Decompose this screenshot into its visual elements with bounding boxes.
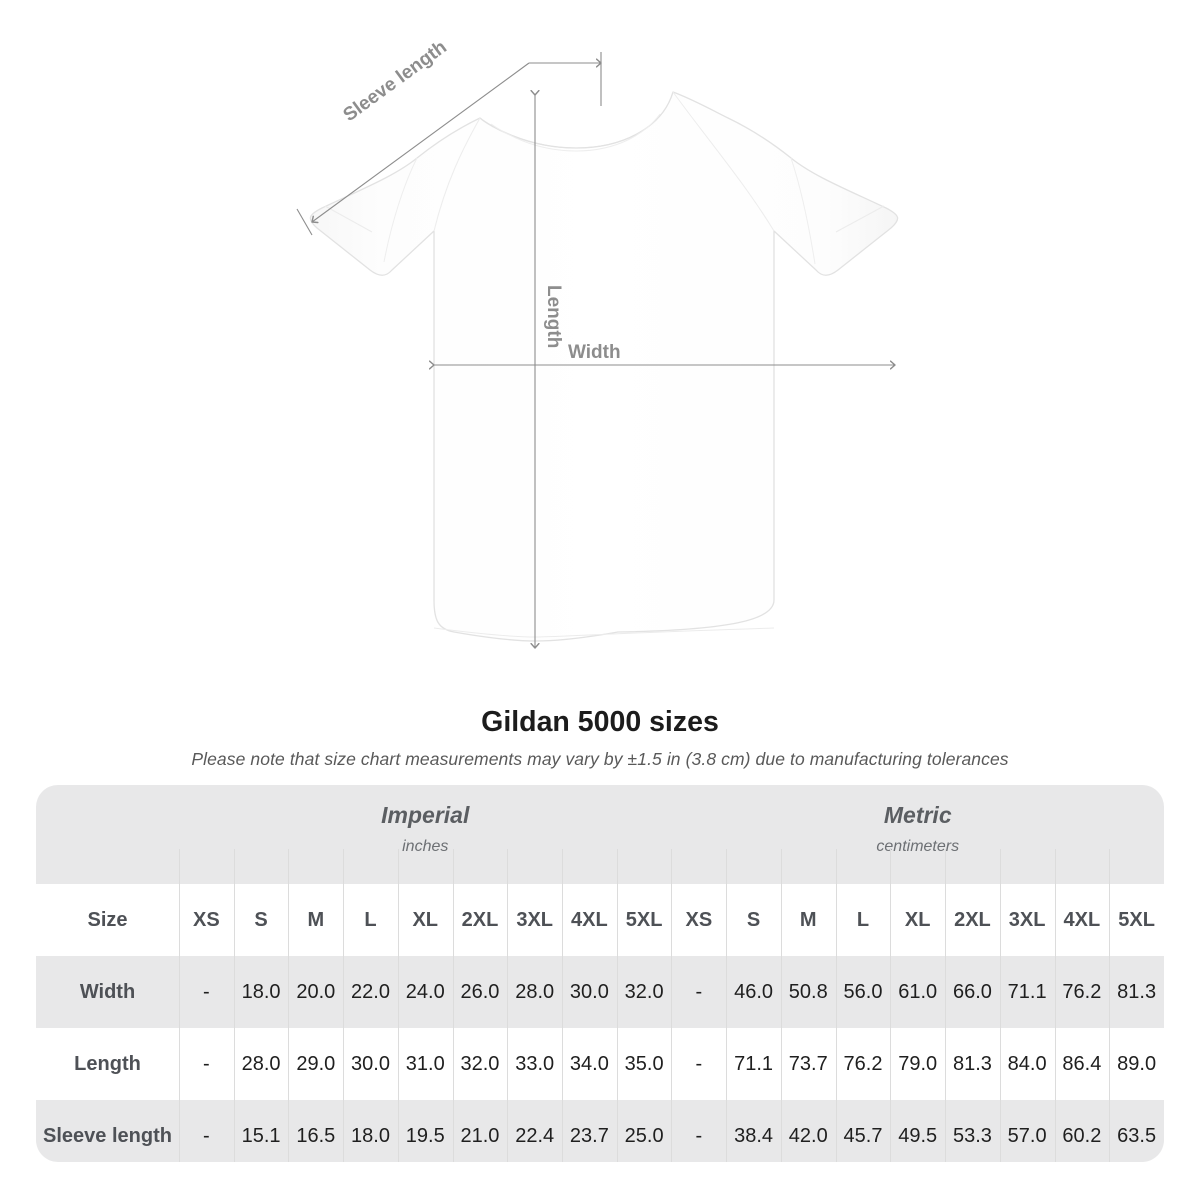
- svg-text:Width: Width: [568, 342, 621, 363]
- svg-text:Length: Length: [543, 285, 564, 348]
- svg-text:Sleeve length: Sleeve length: [340, 37, 451, 126]
